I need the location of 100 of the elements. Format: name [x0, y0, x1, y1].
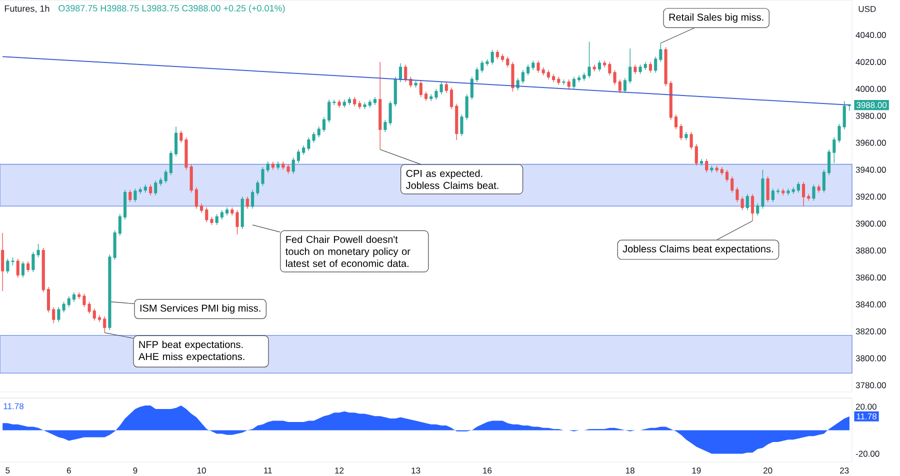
- candlestick: [32, 252, 35, 272]
- candlestick: [103, 316, 106, 334]
- candlestick: [532, 60, 535, 70]
- candlestick: [736, 186, 739, 202]
- candlestick: [705, 158, 708, 173]
- y-tick-label: 3800.00: [856, 355, 886, 362]
- candlestick: [26, 260, 30, 272]
- candlestick: [307, 137, 310, 152]
- candlestick: [118, 214, 122, 236]
- candlestick: [828, 149, 831, 176]
- candlestick: [164, 169, 168, 184]
- candlestick: [98, 314, 102, 322]
- candlestick: [215, 214, 218, 226]
- candlestick: [46, 286, 50, 313]
- candlestick: [694, 144, 698, 166]
- candlestick: [730, 176, 734, 193]
- candlestick: [246, 196, 249, 210]
- candlestick: [292, 157, 295, 174]
- x-tick-label: 10: [197, 468, 206, 474]
- annotation: Retail Sales big miss.: [669, 13, 764, 23]
- x-tick-label: 18: [626, 468, 634, 474]
- x-tick-label: 6: [66, 468, 71, 474]
- y-tick-label: 3900.00: [856, 220, 886, 227]
- annotation: Fed Chair Powell doesn't touch on monetary policy or latest set of economic data.: [286, 236, 410, 267]
- candlestick: [328, 99, 331, 123]
- candlestick: [353, 96, 356, 107]
- y-tick-label: 3840.00: [856, 301, 886, 308]
- candlestick: [725, 169, 729, 182]
- candlestick: [388, 100, 392, 126]
- candlestick: [470, 76, 474, 100]
- y-tick-label: 3940.00: [856, 166, 886, 173]
- candlestick: [613, 70, 616, 86]
- candlestick: [802, 181, 806, 206]
- candlestick: [21, 260, 24, 278]
- y-tick-label: 20.00: [856, 404, 876, 410]
- chart-subtitle: O3987.75 H3988.75 L3983.75 C3988.00 +0.25 (+0.01%): [58, 4, 285, 14]
- candlestick: [506, 56, 510, 68]
- x-tick-label: 13: [412, 468, 420, 474]
- candlestick: [169, 150, 172, 176]
- candlestick: [174, 126, 178, 157]
- candlestick: [648, 62, 652, 74]
- candlestick: [434, 88, 438, 100]
- annotation: NFP beat expectations. AHE miss expectations.: [138, 340, 244, 362]
- candlestick: [842, 100, 846, 130]
- annotation: CPI as expected. Jobless Claims beat.: [406, 170, 498, 189]
- candlestick: [440, 82, 443, 95]
- candlestick: [236, 210, 239, 235]
- y-tick-label: 3860.00: [856, 274, 886, 280]
- candlestick: [490, 49, 494, 65]
- candlestick: [567, 79, 570, 90]
- candlestick: [62, 301, 66, 313]
- candlestick: [776, 188, 780, 194]
- candlestick: [148, 184, 152, 196]
- candlestick: [398, 62, 402, 83]
- candlestick: [618, 79, 622, 94]
- candlestick: [634, 64, 637, 74]
- y-tick-label: 3980.00: [856, 112, 886, 119]
- candlestick: [496, 49, 499, 60]
- candlestick: [450, 87, 454, 110]
- x-tick-label: 12: [335, 468, 344, 474]
- y-tick-label: 4040.00: [856, 32, 886, 38]
- candlestick: [756, 203, 760, 216]
- y-tick-label: 3920.00: [856, 194, 886, 200]
- candlestick: [266, 161, 270, 173]
- y-tick-label: 4020.00: [856, 58, 886, 65]
- candlestick: [460, 114, 464, 136]
- candlestick: [72, 292, 76, 302]
- x-tick-label: 16: [483, 468, 492, 474]
- candlestick: [52, 306, 56, 324]
- candlestick: [603, 60, 606, 68]
- candlestick: [317, 126, 320, 138]
- candlestick: [623, 78, 626, 94]
- candlestick: [57, 306, 60, 322]
- candlestick: [205, 207, 208, 223]
- candlestick: [588, 41, 591, 78]
- candlestick: [750, 194, 754, 222]
- y-tick-label: 3880.00: [856, 248, 886, 254]
- candlestick: [521, 70, 524, 84]
- candlestick: [384, 120, 387, 132]
- candlestick: [465, 94, 468, 120]
- candlestick: [154, 180, 158, 196]
- x-tick-label: 5: [6, 468, 10, 474]
- candlestick: [771, 188, 774, 202]
- y-tick-label: 4000.00: [856, 86, 886, 92]
- candlestick: [475, 66, 479, 83]
- candlestick: [296, 149, 300, 164]
- candlestick: [88, 301, 91, 314]
- y-tick-label: 3820.00: [856, 328, 886, 334]
- candlestick: [608, 62, 612, 76]
- y-axis-title: USD: [858, 6, 876, 12]
- candlestick: [746, 194, 749, 210]
- candlestick: [812, 184, 816, 202]
- candlestick: [822, 169, 826, 193]
- candlestick: [796, 181, 800, 193]
- candlestick: [638, 64, 642, 74]
- candlestick: [92, 308, 96, 321]
- candlestick: [82, 293, 86, 308]
- candlestick: [256, 180, 260, 196]
- x-tick-label: 23: [840, 468, 849, 474]
- candlestick: [200, 203, 204, 214]
